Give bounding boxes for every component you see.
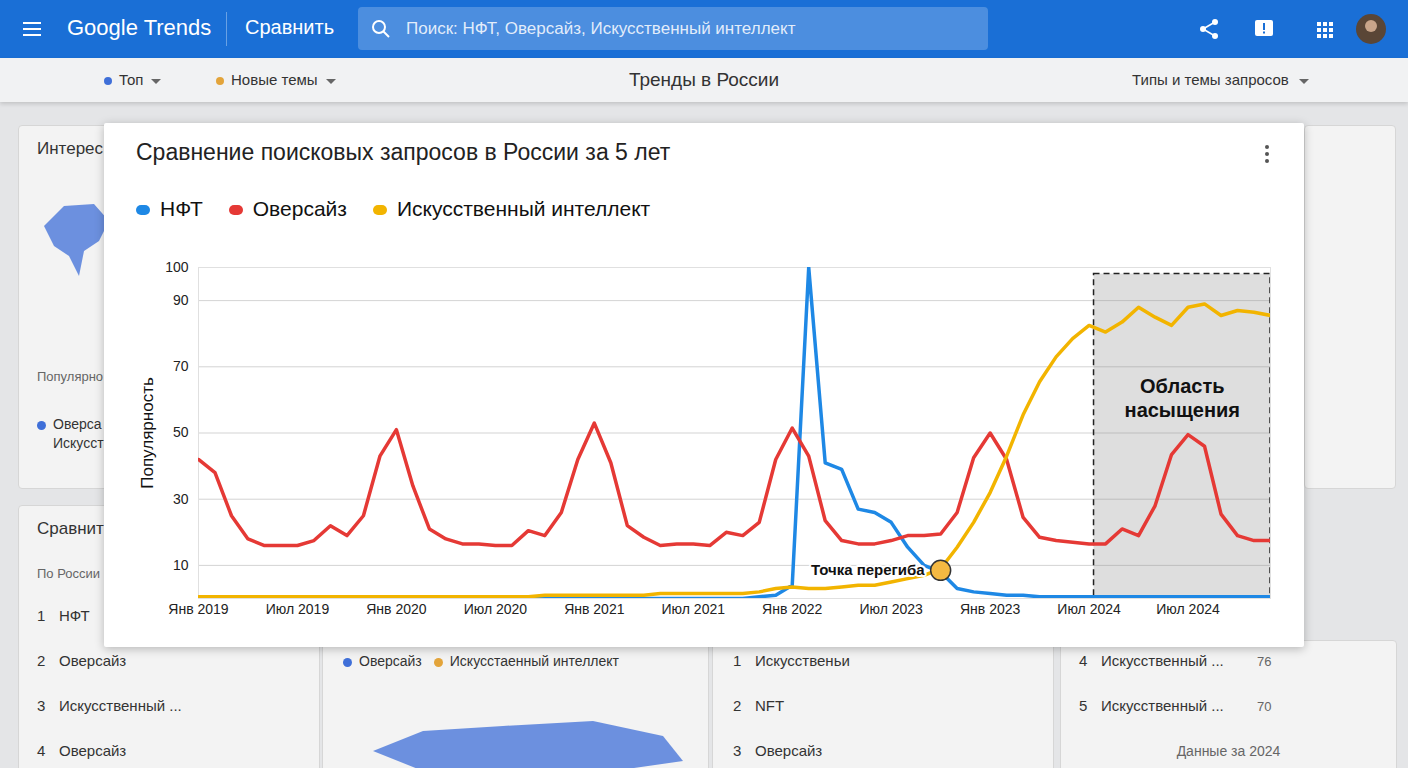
svg-text:Июл 2024: Июл 2024 [1156, 601, 1220, 617]
html-text:Типы и темы запросов: Типы и темы запросов [1132, 71, 1289, 88]
html-text:70: 70 [1257, 699, 1272, 714]
html-text:1: 1 [733, 652, 742, 669]
html-text:Новые темы: Новые темы [231, 71, 318, 88]
html-text:4: 4 [1079, 652, 1088, 669]
html-text:NFT: NFT [755, 697, 785, 714]
html-text:1: 1 [37, 607, 46, 624]
svg-text:Июл 2023: Июл 2023 [859, 601, 923, 617]
svg-text:Июл 2020: Июл 2020 [464, 601, 528, 617]
svg-text:30: 30 [173, 491, 189, 507]
html-text:Искусственный интеллект: Искусственный интеллект [396, 197, 651, 220]
svg-text:10: 10 [173, 557, 189, 573]
svg-text:70: 70 [173, 358, 189, 374]
html-text:Интерес: Интерес [37, 139, 104, 158]
html-text:2: 2 [733, 697, 742, 714]
html-text:Искусственный ...: Искусственный ... [1101, 697, 1224, 714]
html-text:4: 4 [37, 742, 46, 759]
svg-text:50: 50 [173, 424, 189, 440]
html-text:3: 3 [733, 742, 742, 759]
html-text:Сравнит: Сравнит [37, 519, 104, 538]
svg-text:Точка перегиба: Точка перегиба [811, 561, 925, 578]
html-text:Оверсайз: Оверсайз [755, 742, 823, 759]
html-text:Искусст: Искусст [53, 435, 104, 451]
svg-text:Областьнасыщения: Областьнасыщения [1125, 375, 1240, 421]
svg-text:Янв 2023: Янв 2023 [960, 601, 1021, 617]
svg-text:100: 100 [165, 259, 189, 275]
html-text:Оверсайз: Оверсайз [59, 742, 127, 759]
html-text:Топ: Топ [119, 71, 144, 88]
svg-text:Янв 2019: Янв 2019 [168, 601, 229, 617]
html-text:Данные за 2024: Данные за 2024 [1176, 743, 1281, 759]
html-text:Сравнение поисковых запросов в: Сравнение поисковых запросов в России за… [136, 139, 671, 165]
html-text:Тренды в России: Тренды в России [628, 69, 780, 90]
html-text:Оверса: Оверса [53, 416, 102, 432]
html-text:Оверсайз: Оверсайз [252, 197, 347, 220]
html-text:2: 2 [37, 652, 46, 669]
html-text:76: 76 [1257, 654, 1272, 669]
svg-text:Июл 2021: Июл 2021 [662, 601, 726, 617]
html-text:Google Trends: Google Trends [67, 15, 212, 40]
html-text:Искусстаенный интеллект: Искусстаенный интеллект [449, 653, 619, 669]
html-text:Сравнить: Сравнить [245, 16, 335, 38]
svg-text:Популярность: Популярность [138, 377, 157, 489]
html-text:Искусственьи: Искусственьи [755, 652, 850, 669]
svg-text:Янв 2021: Янв 2021 [564, 601, 625, 617]
svg-text:Янв 2022: Янв 2022 [762, 601, 823, 617]
html-text:Искусственный ...: Искусственный ... [59, 697, 182, 714]
html-text:Оверсайз: Оверсайз [359, 653, 422, 669]
html-text:Оверсайз: Оверсайз [59, 652, 127, 669]
svg-text:Июл 2024: Июл 2024 [1057, 601, 1121, 617]
html-text:Популярно: Популярно [37, 369, 104, 384]
svg-text:Янв 2020: Янв 2020 [366, 601, 427, 617]
html-text:НФТ: НФТ [160, 197, 203, 220]
html-text:По России: По России [37, 566, 100, 581]
html-text:5: 5 [1079, 697, 1088, 714]
html-text:Искусственный ...: Искусственный ... [1101, 652, 1224, 669]
html-text:3: 3 [37, 697, 46, 714]
svg-text:90: 90 [173, 292, 189, 308]
html-text:Поиск: НФТ, Оверсайз, Искусств: Поиск: НФТ, Оверсайз, Искусственный инте… [406, 19, 796, 38]
svg-text:Июл 2019: Июл 2019 [266, 601, 330, 617]
html-text:НФТ: НФТ [59, 607, 90, 624]
